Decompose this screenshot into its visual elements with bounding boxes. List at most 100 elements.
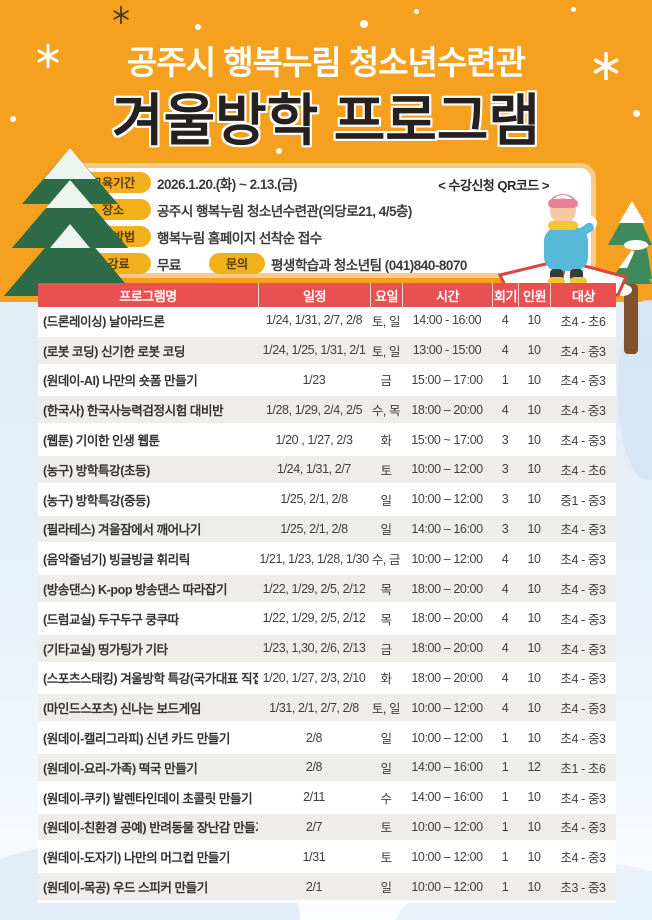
- table-row: (기타교실) 띵가팅가 기타 1/23, 1,30, 2/6, 2/13 금 18:0…: [38, 634, 616, 665]
- table-row: (웹툰) 기이한 인생 웹툰 1/20 , 1/27, 2/3 화 15:00 ~ 1…: [38, 426, 616, 456]
- table-header-row: 프로그램명 일정 요일 시간 회기 인원 대상: [38, 283, 616, 307]
- snow-dot-icon: [276, 148, 282, 154]
- cell-name: (스포츠스태킹) 겨울방학 특강(국가대표 직접지도): [43, 672, 258, 687]
- cell-days: 일: [380, 761, 392, 776]
- cell-dates: 1/25, 2/1, 2/8: [280, 492, 348, 507]
- cell-time: 14:00 – 16:00: [411, 521, 483, 536]
- cell-name: (원데이-요리-가족) 떡국 만들기: [43, 761, 198, 776]
- header-sessions: 회기: [492, 283, 518, 307]
- cell-capacity: 10: [527, 611, 541, 626]
- cell-dates: 1/23, 1,30, 2/6, 2/13: [262, 641, 366, 656]
- cell-grade: 초4 - 중3: [560, 821, 606, 836]
- cell-time: 10:00 – 12:00: [411, 462, 483, 477]
- cell-capacity: 10: [527, 730, 541, 745]
- cell-days: 수, 목: [371, 404, 401, 419]
- cell-name: (드론레이싱) 날아라드론: [43, 314, 165, 329]
- program-table-body: (드론레이싱) 날아라드론 1/24, 1/31, 2/7, 2/8 토, 일 14:…: [38, 307, 616, 903]
- table-row: (원데이-목공) 우드 스피커 만들기 2/1 일 10:00 – 12:00 1 10 초…: [38, 873, 616, 903]
- table-row: (로봇 코딩) 신기한 로봇 코딩 1/24, 1/25, 1/31, 2/1 토,…: [38, 336, 616, 367]
- cell-grade: 중1 - 중3: [560, 493, 606, 508]
- cell-capacity: 10: [527, 343, 541, 358]
- cell-capacity: 10: [527, 432, 541, 447]
- cell-days: 일: [380, 881, 392, 896]
- cell-grade: 초4 - 중3: [560, 344, 606, 359]
- cell-sessions: 3: [501, 462, 509, 477]
- program-table: 프로그램명 일정 요일 시간 회기 인원 대상 (드론레이싱) 날아라드론 1/2…: [38, 283, 616, 903]
- poster-subtitle: 공주시 행복누림 청소년수련관: [126, 44, 526, 81]
- cell-time: 18:00 – 20:00: [411, 402, 483, 417]
- cell-grade: 초4 - 중3: [560, 672, 606, 687]
- cell-dates: 1/31, 2/1, 2/7, 2/8: [269, 700, 359, 715]
- table-row: (필라테스) 겨울잠에서 깨어나기 1/25, 2/1, 2/8 일 14:00 – …: [38, 515, 616, 546]
- cell-days: 토, 일: [371, 344, 401, 359]
- cell-dates: 1/24, 1/31, 2/7, 2/8: [265, 313, 363, 328]
- table-row: (마인드스포츠) 신나는 보드게임 1/31, 2/1, 2/7, 2/8 토, 일…: [38, 694, 616, 725]
- header-capacity: 인원: [518, 283, 550, 307]
- cell-dates: 2/8: [305, 730, 323, 745]
- cell-grade: 초4 - 중3: [560, 583, 606, 598]
- cell-days: 토: [380, 463, 392, 478]
- poster-title: 겨울방학 프로그램: [112, 89, 540, 152]
- table-row: (드론레이싱) 날아라드론 1/24, 1/31, 2/7, 2/8 토, 일 14:…: [38, 307, 616, 337]
- cell-time: 18:00 – 20:00: [411, 581, 483, 596]
- cell-capacity: 10: [527, 819, 541, 834]
- cell-time: 10:00 – 12:00: [411, 879, 483, 894]
- pine-tree-icon: [4, 148, 136, 306]
- cell-capacity: 12: [527, 760, 541, 775]
- cell-sessions: 1: [501, 730, 509, 745]
- cell-sessions: 4: [501, 670, 509, 685]
- cell-days: 토: [380, 851, 392, 866]
- cell-name: (농구) 방학특강(초등): [43, 463, 150, 478]
- cell-days: 토: [380, 821, 392, 836]
- cell-time: 18:00 – 20:00: [411, 611, 483, 626]
- table-row: (원데이-요리-가족) 떡국 만들기 2/8 일 14:00 – 16:00 1 12 초1…: [38, 753, 616, 784]
- contact-pill: 문의: [209, 253, 265, 274]
- cell-sessions: 1: [501, 879, 509, 894]
- snow-dot-icon: [633, 110, 640, 117]
- qr-code-label: < 수강신청 QR코드 >: [438, 178, 549, 193]
- period-value: 2026.1.20.(화) ~ 2.13.(금): [157, 176, 298, 192]
- cell-capacity: 10: [527, 492, 541, 507]
- snow-dot-icon: [10, 116, 16, 122]
- table-row: (스포츠스태킹) 겨울방학 특강(국가대표 직접지도) 1/20, 1/27, 2…: [38, 664, 616, 695]
- cell-name: (원데이-친환경 공예) 반려동물 장난감 만들기: [43, 821, 258, 836]
- cell-time: 10:00 – 12:00: [411, 849, 483, 864]
- cell-days: 일: [380, 493, 392, 508]
- snow-dot-icon: [571, 7, 576, 12]
- cell-name: (농구) 방학특강(중등): [43, 493, 150, 508]
- cell-time: 18:00 – 20:00: [411, 670, 483, 685]
- cell-sessions: 4: [501, 700, 509, 715]
- cell-grade: 초4 - 중3: [560, 851, 606, 866]
- cell-time: 13:00 - 15:00: [412, 343, 482, 358]
- cell-days: 화: [380, 434, 392, 449]
- cell-dates: 1/22, 1/29, 2/5, 2/12: [262, 611, 366, 626]
- cell-capacity: 10: [527, 372, 541, 387]
- cell-sessions: 1: [501, 849, 509, 864]
- cell-dates: 2/11: [303, 790, 325, 805]
- cell-name: (드럼교실) 두구두구 쿵쿠따: [43, 612, 179, 627]
- apply-value: 행복누림 홈페이지 선착순 접수: [157, 230, 322, 246]
- header-time: 시간: [402, 283, 492, 307]
- cell-dates: 1/25, 2/1, 2/8: [280, 521, 348, 536]
- cell-time: 15:00 ~ 17:00: [411, 432, 483, 447]
- cell-dates: 2/7: [305, 819, 323, 834]
- header-dates: 일정: [258, 283, 370, 307]
- table-row: (방송댄스) K-pop 방송댄스 따라잡기 1/22, 1/29, 2/5, 2…: [38, 575, 616, 605]
- cell-grade: 초3 - 중3: [560, 881, 606, 896]
- cell-sessions: 4: [501, 551, 509, 566]
- cell-days: 토, 일: [371, 702, 401, 717]
- cell-sessions: 3: [501, 432, 509, 447]
- cell-time: 10:00 – 12:00: [411, 492, 483, 507]
- cell-capacity: 10: [527, 313, 541, 328]
- fee-value: 무료: [157, 257, 181, 273]
- snow-dot-icon: [414, 9, 419, 14]
- cell-dates: 2/8: [305, 760, 323, 775]
- table-row: (농구) 방학특강(중등) 1/25, 2/1, 2/8 일 10:00 – 12:0…: [38, 485, 616, 516]
- table-row: (원데이-친환경 공예) 반려동물 장난감 만들기 2/7 토 10:00 – 12:…: [38, 813, 616, 844]
- table-row: (원데이-쿠키) 발렌타인데이 초콜릿 만들기 2/11 수 14:00 – 16:0…: [38, 783, 616, 814]
- snow-dot-icon: [360, 20, 368, 28]
- cell-grade: 초4 - 중3: [560, 791, 606, 806]
- cell-sessions: 3: [501, 492, 509, 507]
- cell-capacity: 10: [527, 790, 541, 805]
- cell-name: (방송댄스) K-pop 방송댄스 따라잡기: [43, 583, 228, 598]
